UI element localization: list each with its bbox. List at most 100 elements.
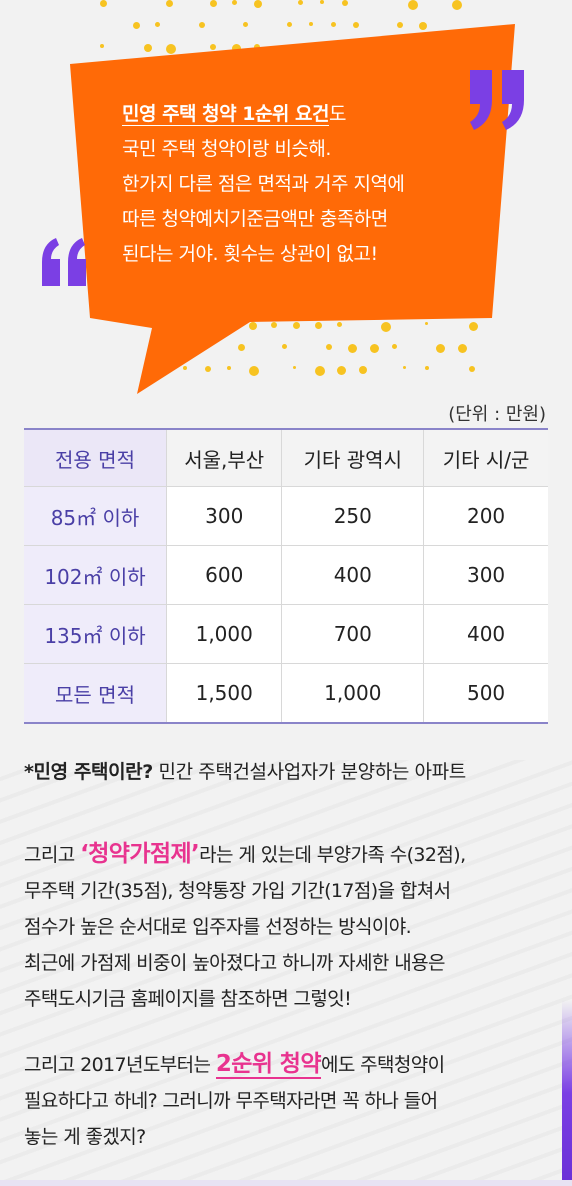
deposit-requirement-table: 전용 면적 서울,부산 기타 광역시 기타 시/군 85㎡ 이하 300 250… bbox=[24, 428, 548, 724]
highlight-term: ‘청약가점제’ bbox=[80, 841, 200, 867]
bubble-title: 민영 주택 청약 1순위 요건도 bbox=[122, 97, 482, 132]
striped-background bbox=[0, 760, 572, 1186]
halftone-dot bbox=[100, 44, 104, 48]
halftone-dot bbox=[100, 0, 107, 7]
table-unit-label: (단위 : 만원) bbox=[448, 404, 546, 425]
table-row: 모든 면적 1,500 1,000 500 bbox=[24, 663, 548, 723]
halftone-dot bbox=[293, 322, 300, 329]
table-cell: 300 bbox=[165, 486, 283, 546]
header-area: 전용 면적 bbox=[24, 429, 167, 487]
table-cell: 1,000 bbox=[165, 604, 283, 664]
table-cell: 250 bbox=[281, 486, 425, 546]
para-line: 최근에 가점제 비중이 높아졌다고 하니까 자세한 내용은 bbox=[24, 952, 445, 974]
halftone-dot bbox=[436, 344, 445, 353]
para-text: 그리고 2017년도부터는 bbox=[24, 1054, 216, 1076]
table-cell: 200 bbox=[423, 486, 548, 546]
halftone-dot bbox=[199, 22, 205, 28]
bubble-text: 민영 주택 청약 1순위 요건도 국민 주택 청약이랑 비슷해. 한가지 다른 … bbox=[122, 97, 482, 272]
halftone-dot bbox=[359, 366, 367, 374]
table-cell: 1,500 bbox=[165, 663, 283, 723]
note-term: *민영 주택이란? bbox=[24, 761, 153, 783]
halftone-dot bbox=[166, 44, 176, 54]
table-header-row: 전용 면적 서울,부산 기타 광역시 기타 시/군 bbox=[24, 429, 548, 487]
halftone-dot bbox=[254, 44, 260, 50]
table-row: 135㎡ 이하 1,000 700 400 bbox=[24, 604, 548, 664]
halftone-dot bbox=[370, 344, 379, 353]
halftone-dot bbox=[254, 0, 262, 8]
halftone-dot bbox=[392, 344, 397, 349]
table-cell: 600 bbox=[165, 545, 283, 605]
row-label: 135㎡ 이하 bbox=[24, 604, 167, 664]
halftone-dot bbox=[249, 322, 257, 330]
bubble-line: 국민 주택 청약이랑 비슷해. bbox=[122, 138, 331, 160]
halftone-dot bbox=[425, 322, 428, 325]
note-text: 민간 주택건설사업자가 분양하는 아파트 bbox=[152, 761, 466, 783]
row-label: 85㎡ 이하 bbox=[24, 486, 167, 546]
header-other-cities: 기타 시/군 bbox=[423, 429, 548, 487]
halftone-dot bbox=[293, 366, 296, 369]
paragraph-point-system: 그리고 ‘청약가점제’라는 게 있는데 부양가족 수(32점), 무주택 기간(… bbox=[24, 836, 554, 1017]
para-text: 에도 주택청약이 bbox=[320, 1054, 445, 1076]
halftone-dot bbox=[232, 44, 241, 53]
bubble-title-suffix: 도 bbox=[328, 103, 346, 125]
table-cell: 300 bbox=[423, 545, 548, 605]
halftone-dot bbox=[287, 22, 292, 27]
speech-bubble bbox=[70, 24, 515, 394]
halftone-dot bbox=[232, 0, 237, 5]
halftone-dot bbox=[469, 366, 475, 372]
row-label: 모든 면적 bbox=[24, 663, 167, 723]
para-line: 점수가 높은 순서대로 입주자를 선정하는 방식이야. bbox=[24, 916, 412, 938]
halftone-dot bbox=[403, 366, 406, 369]
header-seoul-busan: 서울,부산 bbox=[165, 429, 283, 487]
para-text: 라는 게 있는데 부양가족 수(32점), bbox=[199, 844, 466, 866]
right-accent-bar bbox=[562, 1000, 572, 1186]
halftone-dot bbox=[469, 322, 478, 331]
para-line: 필요하다고 하네? 그러니까 무주택자라면 꼭 하나 들어 bbox=[24, 1090, 438, 1112]
halftone-dot bbox=[419, 22, 427, 30]
paragraph-second-rank: 그리고 2017년도부터는 2순위 청약에도 주택청약이 필요하다고 하네? 그… bbox=[24, 1046, 554, 1155]
table-cell: 400 bbox=[423, 604, 548, 664]
halftone-dot bbox=[155, 22, 160, 27]
halftone-dot bbox=[210, 0, 217, 7]
para-text: 그리고 bbox=[24, 844, 81, 866]
highlight-term: 2순위 청약 bbox=[215, 1051, 322, 1079]
halftone-dot bbox=[227, 366, 231, 370]
definition-note: *민영 주택이란? 민간 주택건설사업자가 분양하는 아파트 bbox=[24, 757, 466, 784]
halftone-dot bbox=[166, 0, 173, 7]
halftone-dot bbox=[425, 366, 429, 370]
row-label: 102㎡ 이하 bbox=[24, 545, 167, 605]
bubble-line: 된다는 거야. 횟수는 상관이 없고! bbox=[122, 243, 378, 265]
halftone-dot bbox=[452, 0, 462, 10]
table-cell: 400 bbox=[281, 545, 425, 605]
open-quote-icon bbox=[42, 238, 86, 286]
table-cell: 1,000 bbox=[281, 663, 425, 723]
bubble-line: 한가지 다른 점은 면적과 거주 지역에 bbox=[122, 173, 405, 195]
halftone-dot bbox=[331, 22, 336, 27]
halftone-dot bbox=[243, 22, 248, 27]
halftone-dot bbox=[381, 322, 391, 332]
bubble-line: 따른 청약예치기준금액만 충족하면 bbox=[122, 208, 388, 230]
halftone-dot bbox=[315, 322, 322, 329]
halftone-dot bbox=[408, 0, 418, 10]
bottom-band bbox=[0, 1180, 572, 1186]
table-cell: 500 bbox=[423, 663, 548, 723]
halftone-dot bbox=[309, 22, 313, 26]
halftone-dot bbox=[249, 366, 259, 376]
para-line: 그리고 2017년도부터는 2순위 청약에도 주택청약이 bbox=[24, 1046, 554, 1083]
table-row: 102㎡ 이하 600 400 300 bbox=[24, 545, 548, 605]
halftone-dot bbox=[315, 366, 325, 376]
halftone-dot bbox=[326, 344, 332, 350]
header-metro-cities: 기타 광역시 bbox=[281, 429, 425, 487]
halftone-dot bbox=[397, 22, 403, 28]
halftone-dot bbox=[144, 44, 152, 52]
table-cell: 700 bbox=[281, 604, 425, 664]
para-line: 그리고 ‘청약가점제’라는 게 있는데 부양가족 수(32점), bbox=[24, 836, 554, 873]
para-line: 놓는 게 좋겠지? bbox=[24, 1126, 146, 1148]
halftone-dot bbox=[282, 344, 287, 349]
halftone-dot bbox=[348, 344, 357, 353]
halftone-dot bbox=[458, 344, 467, 353]
halftone-dot bbox=[183, 366, 187, 370]
close-quote-icon bbox=[470, 70, 524, 130]
halftone-dot bbox=[342, 0, 348, 6]
halftone-dot bbox=[353, 22, 359, 28]
